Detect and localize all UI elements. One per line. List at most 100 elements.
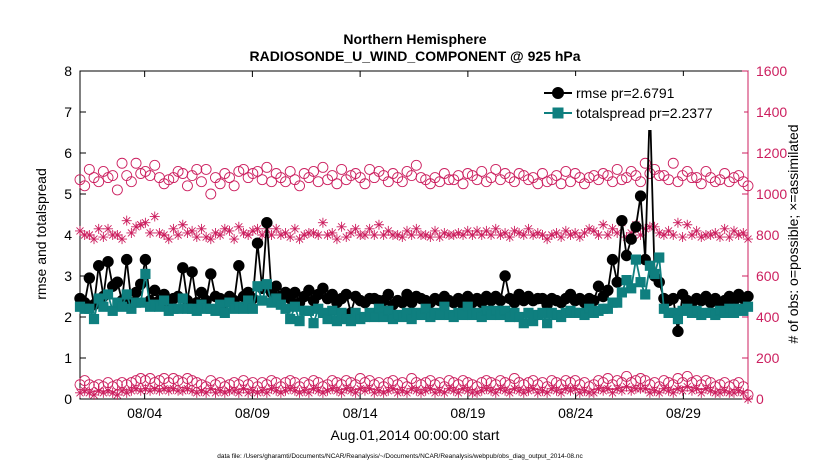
obs-possible-bottom--point	[635, 373, 647, 384]
obs-possible-point	[537, 168, 548, 179]
y-axis-label-left: rmse and totalspread	[33, 168, 49, 300]
obs-assimilated-point	[98, 232, 109, 243]
rmse-point	[742, 290, 754, 303]
rmse-point	[149, 284, 161, 297]
obs-assimilated-point	[486, 230, 497, 240]
obs-possible-point	[443, 174, 455, 186]
obs-possible-point	[616, 174, 628, 186]
obs-assimilated-bottom--point	[658, 383, 669, 394]
obs-assimilated-bottom--point	[425, 383, 436, 394]
obs-assimilated-bottom--point	[177, 385, 188, 396]
obs-assimilated-point	[117, 234, 128, 245]
obs-assimilated-bottom--point	[444, 383, 455, 394]
obs-assimilated-bottom--point	[546, 383, 557, 394]
obs-assimilated-point	[462, 225, 473, 236]
obs-assimilated-point	[728, 225, 739, 236]
y-left-tick-label: 5	[64, 186, 72, 202]
obs-assimilated-point	[126, 227, 137, 238]
obs-assimilated-bottom--point	[187, 385, 198, 396]
obs-assimilated-bottom--point	[705, 385, 716, 396]
obs-assimilated-bottom--point	[322, 385, 333, 396]
obs-assimilated-point	[341, 232, 352, 243]
obs-assimilated-point	[710, 227, 721, 238]
obs-possible-point	[228, 180, 240, 192]
obs-assimilated-point	[490, 223, 501, 234]
rmse-point	[667, 292, 679, 305]
obs-assimilated-bottom--point	[294, 387, 305, 398]
obs-possible-point	[611, 163, 623, 175]
obs-assimilated-point	[588, 225, 599, 236]
obs-assimilated-bottom--point	[383, 385, 394, 396]
legend-rmse-marker	[552, 87, 564, 99]
obs-assimilated-point	[560, 225, 571, 236]
obs-assimilated-bottom--point	[107, 387, 118, 398]
obs-assimilated-bottom--point	[537, 385, 548, 396]
totalspread-point	[742, 301, 754, 312]
obs-assimilated-point	[420, 230, 431, 240]
rmse-point	[499, 270, 511, 282]
obs-possible-point	[163, 174, 175, 186]
y-right-tick-label: 1600	[756, 63, 787, 79]
legend-rmse-label: rmse pr=2.6791	[576, 85, 675, 101]
obs-possible-point	[541, 176, 553, 188]
obs-possible-point	[457, 178, 469, 190]
obs-possible-point	[308, 165, 320, 177]
obs-possible-point	[667, 157, 679, 169]
obs-assimilated-bottom--point	[397, 385, 408, 396]
obs-assimilated-point	[252, 223, 263, 234]
x-tick-label: 08/24	[558, 405, 593, 421]
obs-assimilated-bottom--point	[691, 383, 702, 394]
obs-assimilated-point	[584, 223, 595, 234]
rmse-point	[494, 294, 507, 307]
obs-possible-point	[252, 165, 263, 177]
obs-assimilated-point	[233, 221, 244, 232]
obs-assimilated-point	[201, 232, 212, 243]
y-right-tick-label: 1000	[756, 186, 787, 202]
obs-assimilated-bottom--point	[420, 385, 431, 396]
obs-assimilated-point	[504, 232, 515, 243]
obs-assimilated-point	[84, 230, 95, 240]
obs-assimilated-bottom--point	[369, 387, 380, 398]
obs-assimilated-bottom--point	[75, 387, 85, 398]
obs-possible-bottom--point	[111, 379, 123, 391]
obs-assimilated-bottom--point	[336, 387, 347, 398]
totalspread-point	[252, 281, 263, 292]
obs-assimilated-point	[579, 227, 590, 238]
obs-assimilated-bottom--point	[430, 387, 441, 398]
obs-assimilated-bottom--point	[149, 383, 160, 394]
totalspread-point	[518, 318, 529, 329]
obs-assimilated-point	[145, 227, 156, 238]
totalspread-point	[116, 301, 128, 312]
obs-possible-point	[233, 165, 245, 177]
obs-assimilated-point	[714, 232, 725, 243]
obs-assimilated-bottom--point	[131, 383, 142, 394]
obs-assimilated-bottom--point	[313, 385, 324, 396]
obs-assimilated-point	[121, 215, 132, 226]
totalspread-point	[654, 252, 665, 263]
totalspread-point	[280, 303, 291, 314]
y-right-tick-label: 1400	[756, 104, 787, 120]
rmse-point	[611, 276, 623, 288]
obs-assimilated-bottom--point	[714, 387, 725, 398]
obs-possible-point	[196, 176, 207, 188]
rmse-point	[382, 288, 395, 301]
y-right-tick-label: 800	[756, 227, 780, 243]
obs-assimilated-point	[313, 230, 324, 240]
obs-assimilated-bottom--point	[532, 387, 543, 398]
obs-assimilated-point	[453, 227, 464, 238]
obs-assimilated-point	[668, 230, 679, 240]
obs-assimilated-bottom--point	[640, 383, 651, 394]
obs-assimilated-point	[299, 230, 310, 240]
obs-assimilated-point	[177, 219, 188, 230]
obs-possible-point	[522, 174, 534, 186]
obs-assimilated-point	[691, 225, 702, 236]
obs-assimilated-bottom--point	[626, 385, 637, 396]
obs-assimilated-bottom--point	[504, 387, 515, 398]
obs-assimilated-bottom--point	[261, 387, 272, 398]
obs-possible-point	[462, 168, 474, 179]
totalspread-point	[261, 279, 272, 290]
obs-assimilated-bottom--point	[612, 383, 623, 394]
totalspread-point	[257, 295, 268, 306]
obs-assimilated-point	[294, 234, 305, 245]
